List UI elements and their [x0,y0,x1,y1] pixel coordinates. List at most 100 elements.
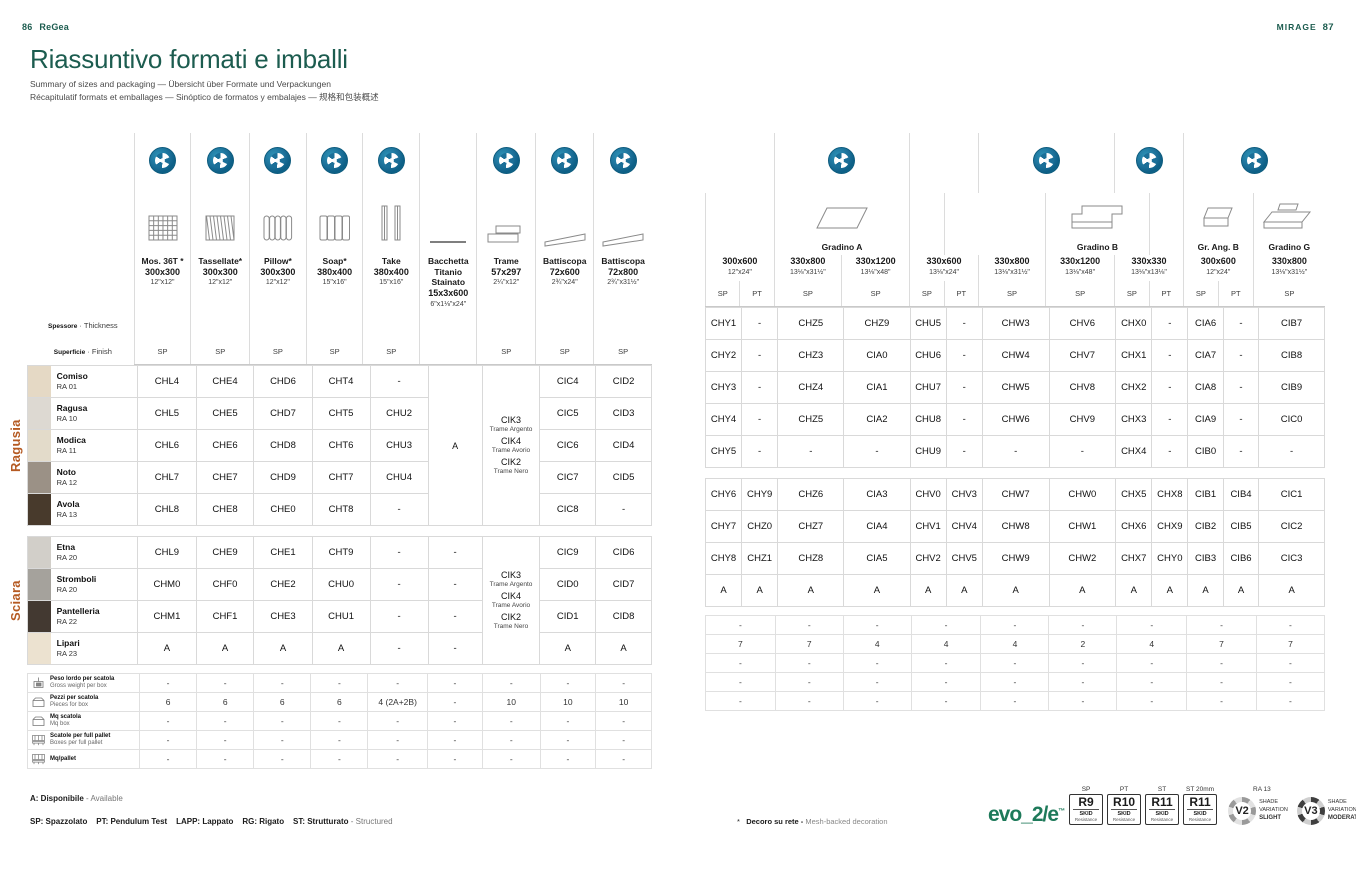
format-imperial: 2¼"x12" [493,279,520,287]
packaging-label-cell: Mq/pallet [26,749,141,770]
code-cell: - [741,403,779,437]
packaging-value: - [842,615,912,636]
format-size: 330x800 [790,256,826,266]
code-cell: - [777,435,845,469]
code-cell: CHW3 [981,307,1050,341]
legend-item: RG: Rigato [242,817,285,826]
packaging-value: - [367,749,428,770]
code-cell: CHW9 [981,542,1050,576]
packaging-value: - [196,749,255,770]
code-cell: CHT7 [311,461,371,495]
format-header-cell: Take 380x400 15"x16" [362,255,420,313]
packaging-value: - [367,711,428,732]
code-cell: CID8 [595,600,652,634]
table-row: CHY3- CHZ4 CIA1 CHU7- CHW5 CHV8 CHX2- CIA8- CIB9 [704,371,1325,405]
code-cell: CHE4 [195,365,255,399]
format-icon-cell [419,193,477,255]
format-size: 330x1200 [855,256,896,266]
format-header-cell: Mos. 36T * 300x300 12"x12" [133,255,191,313]
recycling-icon [149,147,177,174]
skid-label-1: SKID [1073,809,1100,817]
code-cell: - [1151,403,1189,437]
format-size: 300x600 [722,256,758,266]
format-size: 330x600 [926,256,962,266]
skid-label-1: SKID [1111,809,1138,817]
code-cell: CID7 [595,568,652,602]
packaging-label: Mq/pallet [50,755,77,762]
packaging-value: - [310,749,369,770]
format-header-cell: 300x600 12"x24" [705,255,775,281]
packaging-label-en: Pieces for box [50,702,89,709]
code-cell: CIA0 [843,339,911,373]
packaging-value: - [1186,691,1257,712]
code-cell: A [311,632,371,666]
packaging-value: 4 [910,634,982,655]
page-header-left: 86 ReGea [22,22,69,32]
code-cell: A [741,574,779,608]
finish-cell: SP [190,338,250,366]
packaging-value: - [842,653,912,674]
packaging-label-cell: Pezzi per scatola Pieces for box [26,692,141,713]
packaging-value: - [705,691,776,712]
page-title: Riassuntivo formati e imballi [30,44,348,74]
code-cell: CID3 [595,397,652,431]
color-swatch [26,568,51,602]
code-cell: CHV8 [1048,371,1117,405]
packaging-value: - [842,691,912,712]
code-cell: CIC4 [539,365,597,399]
trame-entry: CIK3 Trame Argento [483,569,540,590]
ra-caption: RA 13 [1253,786,1271,793]
code-cell: CHE6 [195,429,255,463]
finish-cell: SP [593,338,652,366]
finish-cell [419,338,477,366]
packaging-value: 4 [842,634,912,655]
code-cell: - [741,307,779,341]
skid-caption: ST [1157,786,1167,793]
code-cell: CHW1 [1048,510,1117,544]
code-cell: CIA1 [843,371,911,405]
eco-cell [419,133,477,193]
recycling-icon [264,147,292,174]
mosaic-icon [143,215,183,252]
packaging-value: - [980,672,1050,693]
code-cell: - [1222,371,1260,405]
skid-badge: ST 20mm R11 SKID Resistance [1183,786,1218,825]
eco-cell [190,133,250,193]
code-cell: CHE0 [253,493,313,527]
code-cell: - [1151,435,1189,469]
code-cell: CHU5 [909,307,947,341]
code-cell: CHZ8 [777,542,845,576]
code-cell: CID5 [595,461,652,495]
packaging-value: 10 [595,692,652,713]
code-cell: - [1222,339,1260,373]
thickness-cell [476,312,536,339]
code-cell: CHU8 [909,403,947,437]
code-cell: CIC7 [539,461,597,495]
format-size: 380x400 [317,266,353,277]
finish-cell: PT [943,280,979,308]
recycling-icon [1240,147,1268,174]
code-cell: CHE7 [195,461,255,495]
code-cell: - [945,403,983,437]
table-row: CHY2- CHZ3 CIA0 CHU6- CHW4 CHV7 CHX1- CIA7- CIB8 [704,339,1325,373]
footnote-mesh-backed: * Decoro su rete - Mesh-backed decoratio… [737,817,888,826]
thickness-cell [190,312,250,339]
code-cell: - [741,339,779,373]
code-cell: CIC5 [539,397,597,431]
thickness-cell [593,312,652,339]
color-name-cell: Lipari RA 23 [50,632,139,666]
code-cell: CHV3 [945,478,983,512]
code-cell: A [945,574,983,608]
finish-cell: SP [909,280,945,308]
recycling-icon [321,147,349,174]
code-cell: CHF1 [195,600,255,634]
format-imperial: 15"x16" [322,279,347,287]
finish-cell: PT [1217,280,1254,308]
code-cell: - [945,307,983,341]
code-cell: CHW8 [981,510,1050,544]
code-cell: A [137,632,197,666]
skid-label-2: Resistance [1112,816,1136,822]
code-cell: CHX0 [1115,307,1153,341]
eco-cell [133,133,191,193]
